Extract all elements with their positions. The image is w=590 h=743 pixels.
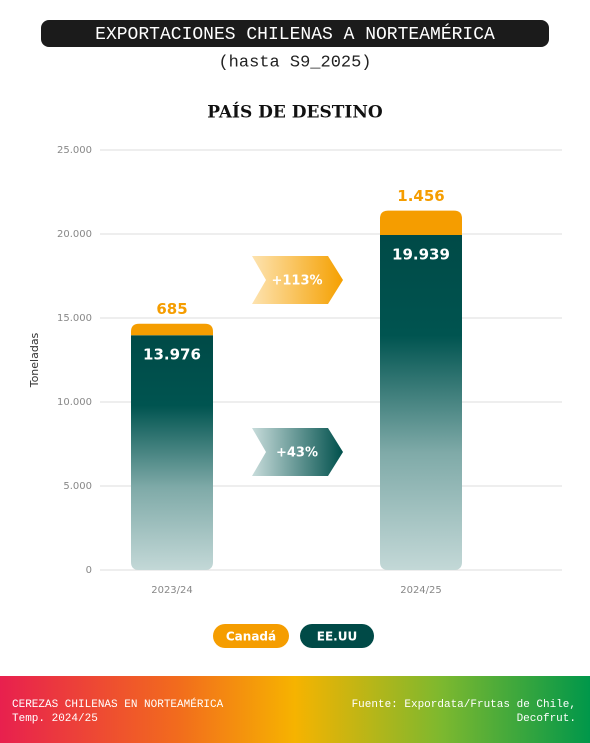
- value-label: 1.456: [397, 187, 444, 205]
- y-tick-label: 5.000: [63, 481, 92, 492]
- header-title: EXPORTACIONES CHILENAS A NORTEAMÉRICA: [95, 23, 495, 45]
- y-tick-label: 10.000: [57, 397, 92, 408]
- y-axis-label: Toneladas: [28, 332, 41, 388]
- growth-arrow: [252, 428, 343, 476]
- annotation: +113%: [271, 274, 322, 289]
- legend-label: Canadá: [226, 630, 276, 644]
- legend-label: EE.UU: [317, 630, 357, 644]
- bar-segment: [131, 323, 213, 336]
- footer-text: Decofrut.: [517, 713, 576, 725]
- bar-segment: [380, 210, 462, 236]
- footer-text: CEREZAS CHILENAS EN NORTEAMÉRICA: [12, 697, 224, 711]
- subtitle: (hasta S9_2025): [218, 53, 371, 72]
- value-label: 19.939: [392, 246, 450, 264]
- y-tick-label: 0: [86, 565, 92, 576]
- value-label: 13.976: [143, 346, 201, 364]
- bar-segment: [380, 235, 462, 571]
- x-tick-label: 2024/25: [400, 585, 442, 596]
- footer: [0, 676, 590, 743]
- annotation: +43%: [276, 446, 318, 461]
- legend-swatch: [213, 624, 289, 648]
- chart-title: PAÍS DE DESTINO: [207, 102, 383, 123]
- y-tick-label: 15.000: [57, 313, 92, 324]
- footer-text: Temp. 2024/25: [12, 713, 98, 725]
- x-tick-label: 2023/24: [151, 585, 193, 596]
- y-tick-label: 20.000: [57, 229, 92, 240]
- legend-swatch: [300, 624, 374, 648]
- y-tick-label: 25.000: [57, 145, 92, 156]
- growth-arrow: [252, 256, 343, 304]
- header-box: [41, 20, 549, 47]
- bar-segment: [131, 335, 213, 570]
- value-label: 685: [156, 300, 187, 318]
- footer-text: Fuente: Expordata/Frutas de Chile,: [352, 699, 576, 711]
